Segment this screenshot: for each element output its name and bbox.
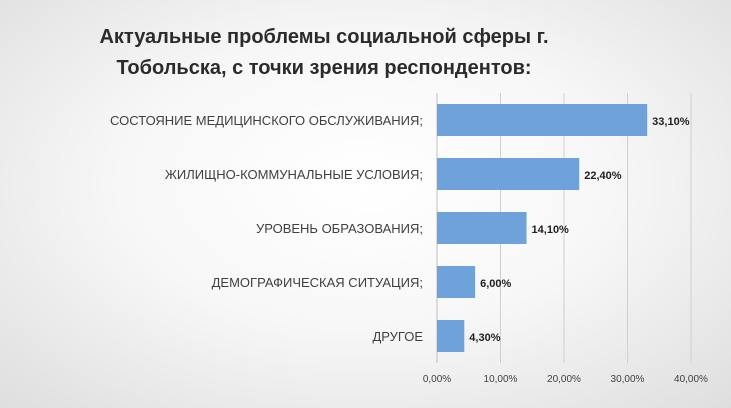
- x-tick-label-1: 10,00%: [484, 374, 518, 385]
- bar-2: [437, 212, 527, 244]
- bar-1: [437, 158, 580, 190]
- bar-3: [437, 266, 476, 298]
- chart-title-line-2: Тобольска, с точки зрения респондентов:: [116, 57, 532, 79]
- x-tick-label-0: 0,00%: [423, 374, 451, 385]
- value-label-0: 33,10%: [652, 116, 690, 128]
- x-tick-label-3: 30,00%: [611, 374, 645, 385]
- category-label-4: ДРУГОЕ: [372, 329, 423, 344]
- chart-title-line-1: Актуальные проблемы социальной сферы г.: [99, 26, 549, 48]
- bar-4: [437, 320, 465, 352]
- category-label-0: СОСТОЯНИЕ МЕДИЦИНСКОГО ОБСЛУЖИВАНИЯ;: [110, 113, 423, 128]
- chart-title: Актуальные проблемы социальной сферы г. …: [0, 22, 648, 84]
- bar-0: [437, 104, 648, 136]
- category-label-1: ЖИЛИЩНО-КОММУНАЛЬНЫЕ УСЛОВИЯ;: [165, 167, 423, 182]
- x-tick-label-4: 40,00%: [674, 374, 708, 385]
- value-label-4: 4,30%: [469, 332, 500, 344]
- x-tick-label-2: 20,00%: [547, 374, 581, 385]
- value-label-2: 14,10%: [532, 224, 570, 236]
- category-label-2: УРОВЕНЬ ОБРАЗОВАНИЯ;: [256, 221, 423, 236]
- value-label-3: 6,00%: [480, 278, 511, 290]
- value-label-1: 22,40%: [584, 170, 622, 182]
- category-label-3: ДЕМОГРАФИЧЕСКАЯ СИТУАЦИЯ;: [212, 275, 423, 290]
